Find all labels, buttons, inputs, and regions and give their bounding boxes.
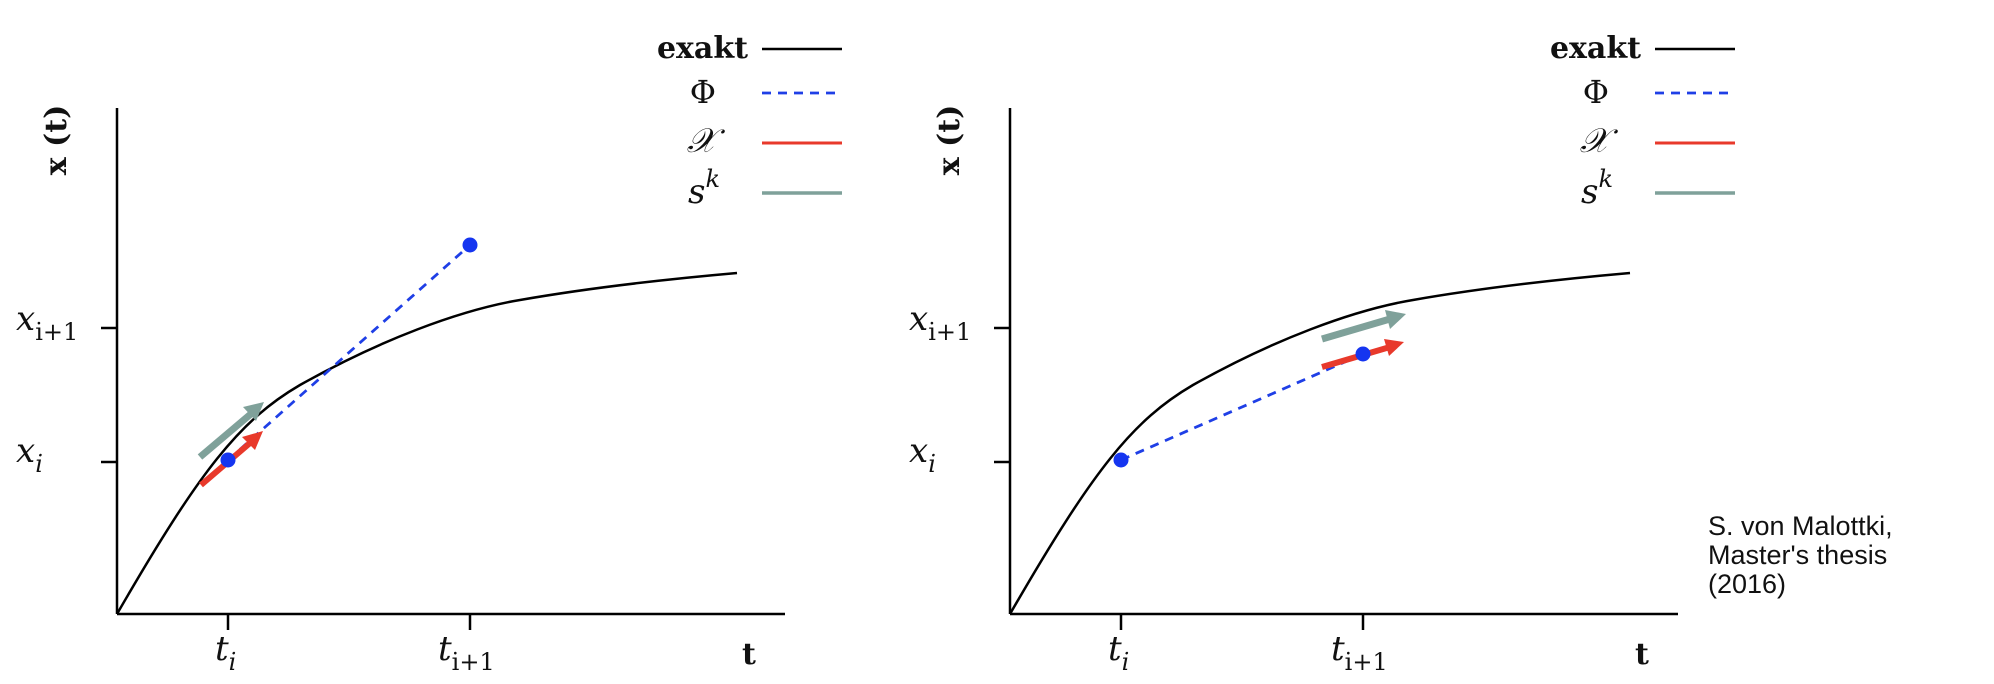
right-phi-line xyxy=(1120,352,1364,462)
left-sk-arrow-head xyxy=(243,402,264,421)
left-exact-curve xyxy=(115,271,738,615)
left-legend-sk-label: sk xyxy=(688,165,720,212)
right-legend: exakt Φ 𝒳 sk xyxy=(1550,31,1735,212)
left-legend-chi-label: 𝒳 xyxy=(687,121,726,161)
credit-line-3: (2016) xyxy=(1708,569,1787,599)
left-panel: x (t) xi+1 xi ti ti+1 t exakt xyxy=(16,31,842,676)
left-chi-arrow-head xyxy=(242,431,263,450)
right-legend-phi-label: Φ xyxy=(1583,73,1609,111)
left-legend-exact-label: exakt xyxy=(657,31,748,66)
left-x-axis-label: t xyxy=(742,637,756,672)
right-y-tick-label-ip1: xi+1 xyxy=(909,299,971,346)
right-y-axis-label: x (t) xyxy=(932,105,967,176)
left-sk-arrow xyxy=(197,410,255,460)
right-exact-curve xyxy=(1008,271,1631,615)
left-x-tick-label-i: ti xyxy=(215,629,236,676)
left-point-phi-end xyxy=(462,237,478,253)
left-phi-line xyxy=(227,243,471,462)
right-point-phi-end xyxy=(1355,346,1371,362)
left-legend: exakt Φ 𝒳 sk xyxy=(657,31,842,212)
right-x-tick-label-i: ti xyxy=(1108,629,1129,676)
left-y-tick-label-i: xi xyxy=(16,431,43,478)
right-point-xi xyxy=(1113,452,1129,468)
right-x-tick-label-ip1: ti+1 xyxy=(1331,629,1388,676)
left-legend-phi-label: Φ xyxy=(690,73,716,111)
left-y-axis-label: x (t) xyxy=(39,105,74,176)
left-y-tick-label-ip1: xi+1 xyxy=(16,299,78,346)
source-credit: S. von Malottki, Master's thesis (2016) xyxy=(1708,512,1893,599)
right-legend-chi-label: 𝒳 xyxy=(1580,121,1619,161)
right-chi-arrow xyxy=(1321,344,1391,370)
right-sk-arrow-head xyxy=(1385,310,1406,329)
left-point-xi xyxy=(220,452,236,468)
left-x-tick-label-ip1: ti+1 xyxy=(438,629,495,676)
right-legend-sk-label: sk xyxy=(1581,165,1613,212)
right-sk-arrow xyxy=(1321,315,1391,343)
right-x-axis-label: t xyxy=(1635,637,1649,672)
right-y-tick-label-i: xi xyxy=(909,431,936,478)
right-panel: x (t) xi+1 xi ti ti+1 t exakt Φ xyxy=(909,31,1735,676)
right-legend-exact-label: exakt xyxy=(1550,31,1641,66)
credit-line-1: S. von Malottki, xyxy=(1708,511,1893,541)
right-chi-arrow-head xyxy=(1384,339,1404,356)
credit-line-2: Master's thesis xyxy=(1708,540,1888,570)
